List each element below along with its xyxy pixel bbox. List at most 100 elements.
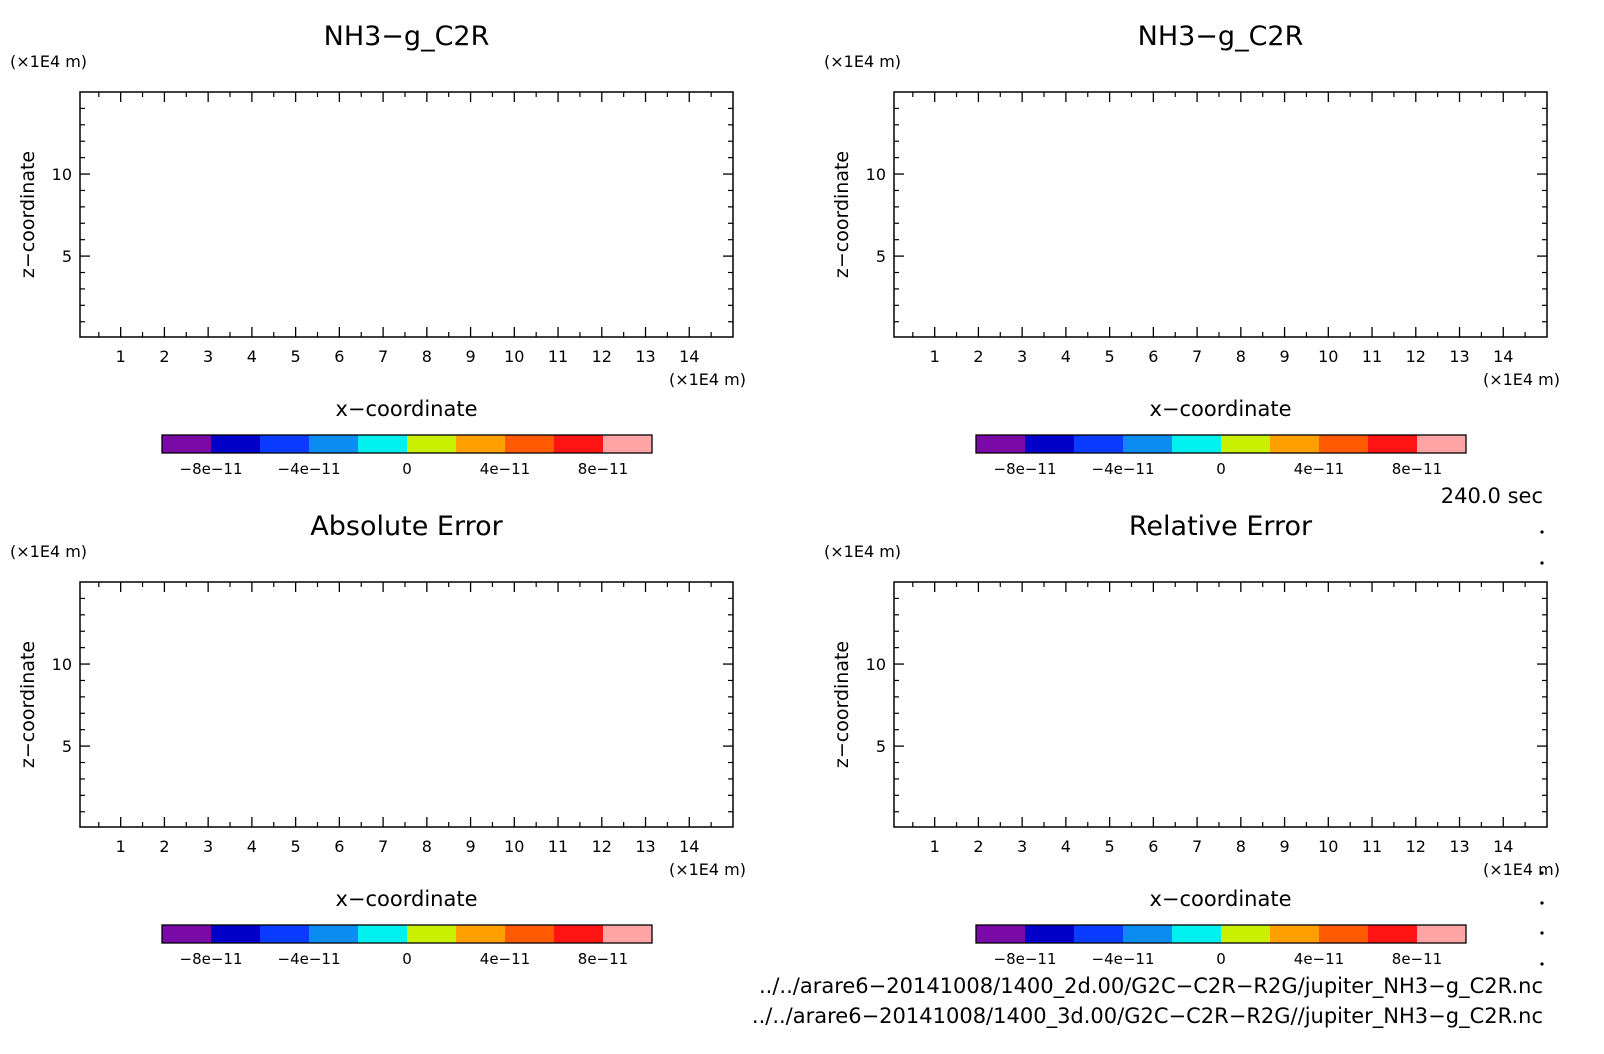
colorbar-segment bbox=[1074, 925, 1124, 943]
chart-title: Absolute Error bbox=[310, 511, 503, 542]
x-tick-label: 2 bbox=[973, 347, 983, 366]
chart-title: Relative Error bbox=[1129, 511, 1313, 542]
colorbar-tick-label: 8e−11 bbox=[1392, 460, 1442, 478]
colorbar-segment bbox=[554, 925, 604, 943]
colorbar-tick-label: 0 bbox=[402, 460, 412, 478]
marker-dot bbox=[1540, 530, 1544, 534]
x-tick-label: 10 bbox=[504, 837, 524, 856]
colorbar-segment bbox=[162, 925, 212, 943]
x-tick-label: 14 bbox=[679, 837, 699, 856]
x-axis-label: x−coordinate bbox=[1149, 887, 1291, 911]
x-tick-label: 3 bbox=[203, 347, 213, 366]
footer-path-2: ../../arare6−20141008/1400_3d.00/G2C−C2R… bbox=[752, 1004, 1543, 1029]
x-unit-label: (×1E4 m) bbox=[1483, 370, 1560, 389]
y-unit-label: (×1E4 m) bbox=[824, 542, 901, 561]
colorbar-tick-label: 4e−11 bbox=[480, 460, 530, 478]
marker-dot bbox=[1540, 561, 1544, 565]
y-unit-label: (×1E4 m) bbox=[10, 542, 87, 561]
x-axis-label: x−coordinate bbox=[335, 887, 477, 911]
x-tick-label: 4 bbox=[1061, 347, 1071, 366]
x-tick-label: 6 bbox=[334, 347, 344, 366]
marker-dot bbox=[1540, 901, 1544, 905]
colorbar-frame bbox=[975, 924, 1467, 944]
colorbar-segment bbox=[456, 435, 506, 453]
y-tick-label: 10 bbox=[52, 165, 72, 184]
x-tick-label: 3 bbox=[203, 837, 213, 856]
colorbar-segment bbox=[1270, 435, 1320, 453]
marker-dot bbox=[1540, 931, 1544, 935]
x-tick-label: 6 bbox=[334, 837, 344, 856]
plot-frame bbox=[79, 91, 734, 338]
x-tick-label: 14 bbox=[1493, 347, 1513, 366]
x-tick-label: 10 bbox=[1318, 347, 1338, 366]
x-tick-label: 14 bbox=[679, 347, 699, 366]
x-tick-label: 2 bbox=[973, 837, 983, 856]
colorbar-segment bbox=[456, 925, 506, 943]
x-tick-label: 13 bbox=[1449, 347, 1469, 366]
x-tick-label: 4 bbox=[247, 347, 257, 366]
colorbar-tick-label: 4e−11 bbox=[480, 950, 530, 968]
chart-panel: NH3−g_C2R(×1E4 m)1 2 3 4 5 6 7 8 9 10 11 12 13 14510(… bbox=[10, 21, 746, 478]
colorbar-segment bbox=[1025, 925, 1075, 943]
y-unit-label: (×1E4 m) bbox=[10, 52, 87, 71]
x-tick-label: 9 bbox=[465, 837, 475, 856]
colorbar-tick-label: 8e−11 bbox=[578, 460, 628, 478]
colorbar-tick-label: 8e−11 bbox=[1392, 950, 1442, 968]
x-tick-label: 9 bbox=[1279, 347, 1289, 366]
x-tick-label: 8 bbox=[422, 837, 432, 856]
colorbar-segment bbox=[162, 435, 212, 453]
colorbar-segment bbox=[211, 435, 261, 453]
x-tick-label: 5 bbox=[1105, 347, 1115, 366]
frame-markers bbox=[1540, 530, 1544, 966]
colorbar-segment bbox=[505, 435, 555, 453]
marker-dot bbox=[1540, 871, 1544, 875]
chart-panel: Relative Error(×1E4 m)1 2 3 4 5 6 7 8 9 10 11 12 13 1… bbox=[824, 511, 1560, 968]
colorbar-segment bbox=[1417, 435, 1467, 453]
x-tick-label: 10 bbox=[1318, 837, 1338, 856]
plot-frame bbox=[893, 581, 1548, 828]
x-tick-label: 8 bbox=[1236, 347, 1246, 366]
colorbar-segment bbox=[211, 925, 261, 943]
chart-title: NH3−g_C2R bbox=[324, 21, 490, 52]
colorbar-segment bbox=[358, 435, 408, 453]
colorbar-segment bbox=[1221, 925, 1271, 943]
colorbar-segment bbox=[1270, 925, 1320, 943]
plot-frame bbox=[893, 91, 1548, 338]
marker-dot bbox=[1540, 962, 1544, 966]
y-tick-label: 5 bbox=[876, 247, 886, 266]
colorbar-segment bbox=[1025, 435, 1075, 453]
x-tick-label: 7 bbox=[378, 837, 388, 856]
y-tick-label: 5 bbox=[876, 737, 886, 756]
x-tick-label: 3 bbox=[1017, 347, 1027, 366]
colorbar-tick-label: 4e−11 bbox=[1294, 950, 1344, 968]
colorbar-tick-label: 0 bbox=[402, 950, 412, 968]
x-tick-label: 12 bbox=[1406, 837, 1426, 856]
x-tick-label: 11 bbox=[548, 347, 568, 366]
y-tick-label: 5 bbox=[62, 247, 72, 266]
time-label: 240.0 sec bbox=[1441, 484, 1543, 508]
x-tick-label: 8 bbox=[1236, 837, 1246, 856]
x-tick-label: 4 bbox=[1061, 837, 1071, 856]
colorbar-tick-label: 0 bbox=[1216, 950, 1226, 968]
colorbar-segment bbox=[309, 925, 359, 943]
colorbar-tick-label: −4e−11 bbox=[278, 950, 341, 968]
colorbar-segment bbox=[1417, 925, 1467, 943]
x-tick-label: 5 bbox=[291, 347, 301, 366]
x-tick-label: 14 bbox=[1493, 837, 1513, 856]
colorbar-tick-label: −8e−11 bbox=[994, 460, 1057, 478]
plot-frame bbox=[79, 581, 734, 828]
colorbar-segment bbox=[1172, 435, 1222, 453]
x-tick-label: 5 bbox=[291, 837, 301, 856]
panels: NH3−g_C2R(×1E4 m)1 2 3 4 5 6 7 8 9 10 11 12 13 14510(… bbox=[10, 21, 1560, 968]
y-axis-label: z−coordinate bbox=[17, 641, 39, 768]
y-unit-label: (×1E4 m) bbox=[824, 52, 901, 71]
colorbar-segment bbox=[976, 925, 1026, 943]
x-tick-label: 2 bbox=[159, 837, 169, 856]
colorbar-tick-label: −4e−11 bbox=[278, 460, 341, 478]
y-tick-label: 10 bbox=[866, 655, 886, 674]
y-axis-label: z−coordinate bbox=[17, 151, 39, 278]
colorbar-tick-label: −4e−11 bbox=[1092, 950, 1155, 968]
x-tick-label: 1 bbox=[930, 347, 940, 366]
colorbar-segment bbox=[1319, 435, 1369, 453]
